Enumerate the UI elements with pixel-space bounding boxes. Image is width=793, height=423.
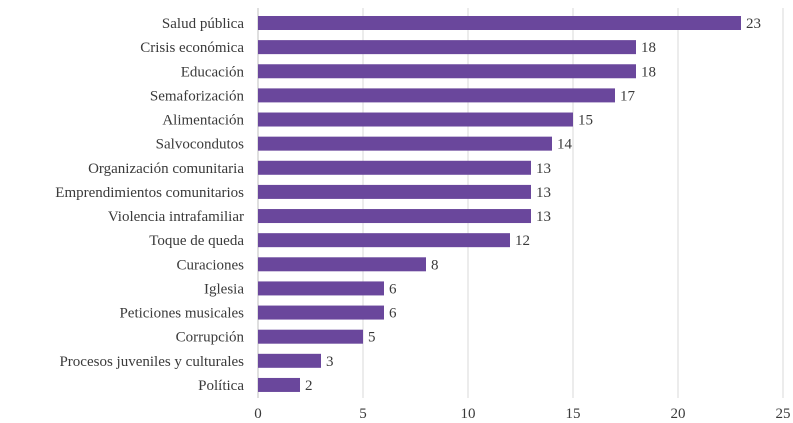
- value-label: 2: [305, 378, 313, 394]
- category-label: Salud pública: [162, 16, 244, 32]
- x-tick-label: 15: [566, 406, 581, 422]
- category-label: Corrupción: [176, 330, 245, 346]
- bar: [258, 281, 384, 296]
- value-label: 6: [389, 306, 397, 322]
- bar: [258, 136, 552, 151]
- category-label: Alimentación: [162, 113, 244, 129]
- category-label: Violencia intrafamiliar: [108, 209, 244, 225]
- bar: [258, 377, 300, 392]
- value-label: 18: [641, 64, 656, 80]
- bar: [258, 112, 573, 127]
- category-label: Peticiones musicales: [119, 306, 244, 322]
- bar: [258, 64, 636, 79]
- bar: [258, 160, 531, 175]
- bars: [258, 16, 741, 392]
- bar: [258, 233, 510, 248]
- bar: [258, 184, 531, 199]
- bar: [258, 88, 615, 103]
- value-label: 5: [368, 330, 376, 346]
- bar: [258, 305, 384, 320]
- bar: [258, 16, 741, 30]
- bar: [258, 257, 426, 272]
- category-label: Política: [198, 378, 244, 394]
- category-label: Curaciones: [177, 257, 245, 273]
- bar: [258, 209, 531, 224]
- value-label: 18: [641, 40, 656, 56]
- x-tick-label: 25: [776, 406, 791, 422]
- category-label: Toque de queda: [149, 233, 244, 249]
- category-label: Procesos juveniles y culturales: [59, 354, 244, 370]
- x-axis-tick-labels: 0 5 10 15 20 25: [254, 406, 790, 422]
- category-label: Semaforización: [150, 88, 245, 104]
- x-tick-label: 10: [461, 406, 476, 422]
- x-tick-label: 5: [359, 406, 367, 422]
- bar: [258, 40, 636, 55]
- value-label: 3: [326, 354, 334, 370]
- category-label: Crisis económica: [140, 40, 244, 56]
- value-label: 12: [515, 233, 530, 249]
- category-label: Emprendimientos comunitarios: [55, 185, 244, 201]
- value-label: 8: [431, 257, 439, 273]
- bar: [258, 353, 321, 368]
- value-label: 14: [557, 137, 573, 153]
- category-label: Organización comunitaria: [88, 161, 244, 177]
- bar: [258, 329, 363, 344]
- value-label: 17: [620, 88, 636, 104]
- category-label: Educación: [181, 64, 245, 80]
- x-tick-label: 0: [254, 406, 262, 422]
- category-labels: Salud pública Crisis económica Educación Se…: [55, 16, 244, 394]
- value-label: 13: [536, 161, 551, 177]
- value-label: 13: [536, 185, 551, 201]
- x-tick-label: 20: [671, 406, 686, 422]
- value-label: 23: [746, 16, 761, 32]
- category-label: Salvocondutos: [156, 137, 244, 153]
- value-label: 15: [578, 113, 593, 129]
- value-label: 6: [389, 281, 397, 297]
- category-label: Iglesia: [204, 281, 244, 297]
- value-label: 13: [536, 209, 551, 225]
